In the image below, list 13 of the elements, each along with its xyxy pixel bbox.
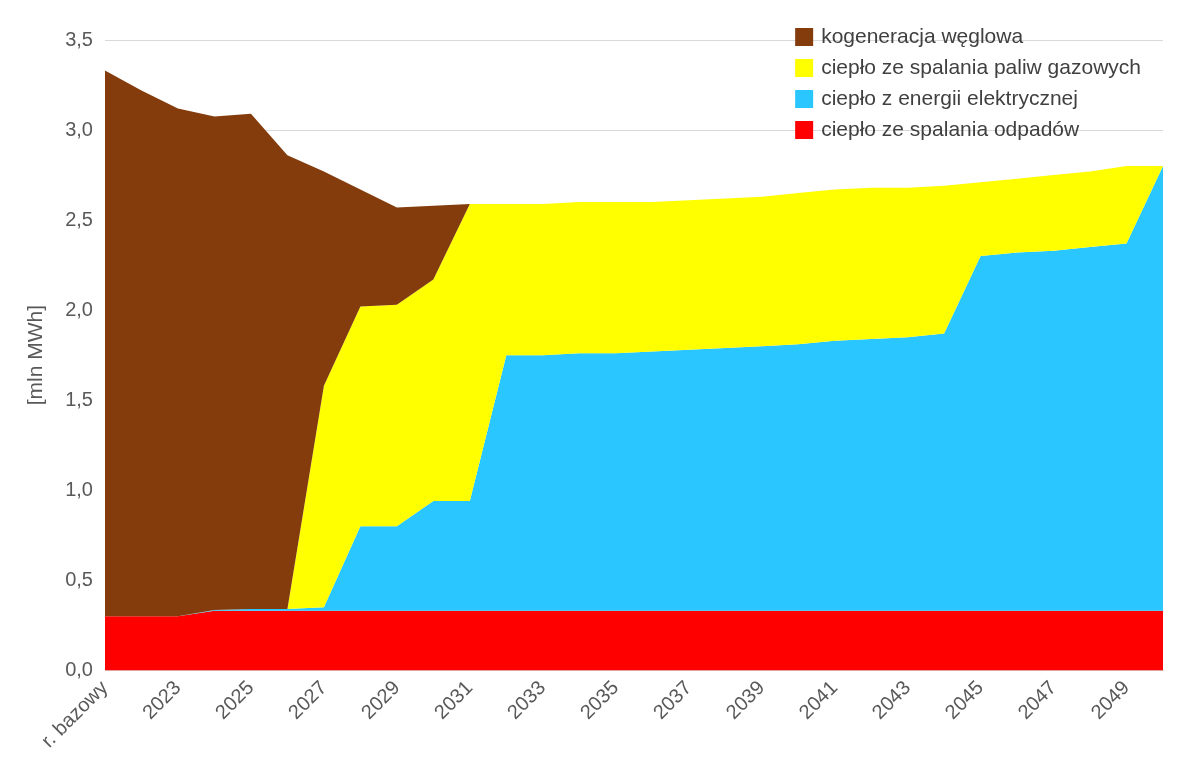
legend-label: kogeneracja węglowa	[821, 23, 1024, 47]
y-tick-label: 3,5	[65, 27, 93, 50]
y-axis-title: [mln MWh]	[23, 304, 47, 406]
y-tick-label: 1,0	[65, 477, 93, 500]
y-tick-label: 0,5	[65, 567, 93, 590]
legend-label: ciepło ze spalania paliw gazowych	[821, 54, 1142, 78]
y-tick-label: 1,5	[65, 387, 93, 410]
legend-label: ciepło ze spalania odpadów	[821, 116, 1080, 140]
y-tick-label: 2,0	[65, 297, 93, 320]
legend-label: ciepło z energii elektrycznej	[821, 85, 1078, 109]
y-tick-label: 3,0	[65, 117, 93, 140]
y-tick-label: 0,0	[65, 657, 93, 680]
y-tick-label: 2,5	[65, 207, 93, 230]
